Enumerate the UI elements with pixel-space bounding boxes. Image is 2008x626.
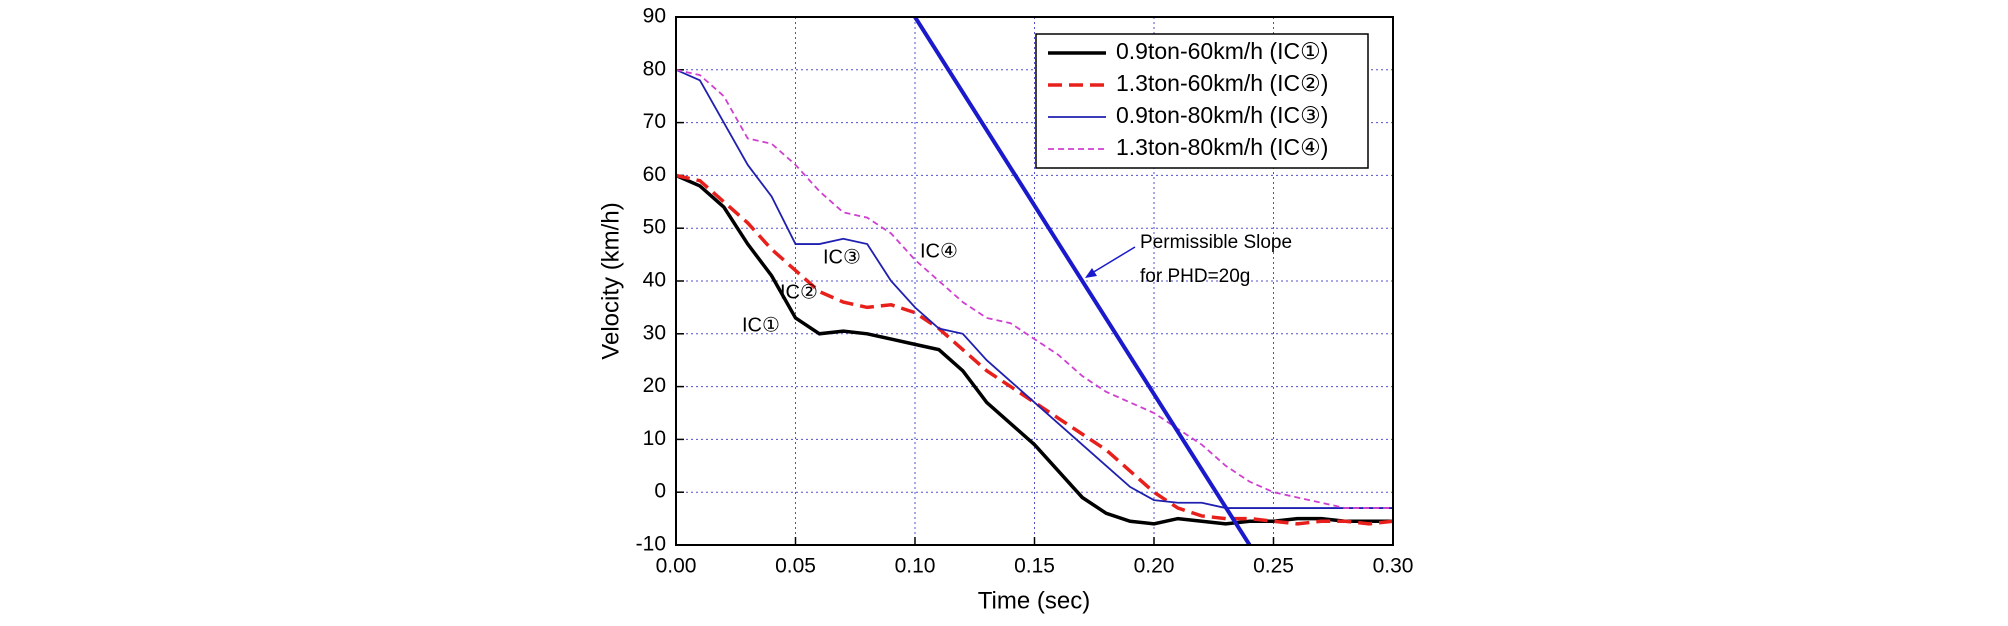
- series-line: [676, 68, 1393, 509]
- legend-label: 1.3ton-60km/h (IC②): [1116, 70, 1328, 96]
- legend-label: 0.9ton-80km/h (IC③): [1116, 102, 1328, 128]
- annotation: IC④: [920, 240, 958, 262]
- annotation: IC①: [742, 314, 780, 336]
- legend-box: [1035, 33, 1369, 169]
- reference-line: [913, 17, 1252, 545]
- arrow-head: [1085, 268, 1097, 278]
- annotation: for PHD=20g: [1140, 266, 1250, 287]
- x-tick-label: 0.10: [895, 555, 936, 578]
- annotation: IC③: [823, 246, 861, 268]
- annotation: IC②: [780, 281, 818, 303]
- y-tick-label: 40: [643, 269, 666, 292]
- series-line: [676, 173, 1393, 526]
- x-axis-label: Time (sec): [978, 587, 1090, 614]
- legend-label: 1.3ton-80km/h (IC④): [1116, 134, 1328, 160]
- y-tick-label: 70: [643, 110, 666, 133]
- x-tick-label: 0.20: [1134, 555, 1175, 578]
- annotation: Permissible Slope: [1140, 232, 1292, 253]
- plot-frame: [675, 16, 1394, 546]
- y-axis-label: Velocity (km/h): [597, 202, 624, 359]
- legend-label: 0.9ton-60km/h (IC①): [1116, 38, 1328, 64]
- y-tick-label: 60: [643, 163, 666, 186]
- y-tick-label: 80: [643, 57, 666, 80]
- y-tick-label: 30: [643, 321, 666, 344]
- x-tick-label: 0.15: [1014, 555, 1055, 578]
- y-tick-label: 0: [654, 480, 666, 503]
- x-tick-label: 0.05: [775, 555, 816, 578]
- y-tick-label: 90: [643, 5, 666, 28]
- series-line: [676, 68, 1393, 509]
- y-tick-label: 20: [643, 374, 666, 397]
- y-tick-label: -10: [636, 533, 666, 556]
- x-tick-label: 0.25: [1253, 555, 1294, 578]
- y-tick-label: 50: [643, 216, 666, 239]
- y-tick-label: 10: [643, 427, 666, 450]
- x-tick-label: 0.30: [1373, 555, 1414, 578]
- annotation-arrow: [1086, 246, 1136, 277]
- x-tick-label: 0.00: [656, 555, 697, 578]
- series-line: [676, 173, 1393, 526]
